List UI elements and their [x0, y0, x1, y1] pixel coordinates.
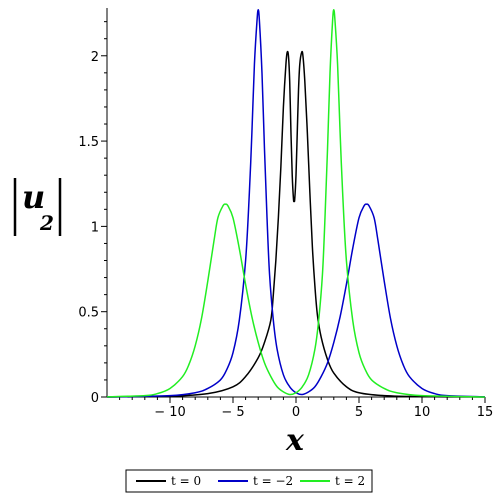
y-tick-label: 0	[91, 391, 99, 406]
series-line-1	[106, 8, 486, 398]
legend: t = 0 t = −2 t = 2	[125, 469, 373, 493]
plot-axes: − 10 − 5 0 5 10 15 0 0.5 1 1.5 2	[78, 8, 493, 420]
x-tick-label: 5	[355, 405, 363, 420]
legend-label-2: t = 2	[335, 474, 365, 488]
y-tick-label: 0.5	[78, 306, 99, 321]
plot-series-layer	[106, 8, 486, 398]
y-axis-label-subscript: 2	[39, 211, 54, 235]
y-axis-label-base: u	[22, 178, 45, 216]
y-tick-label: 1.5	[78, 135, 99, 150]
series-line-2	[106, 8, 486, 398]
y-axis-label: u 2	[13, 178, 62, 236]
x-tick-label: − 5	[221, 405, 244, 420]
x-tick-label: 10	[414, 405, 431, 420]
y-tick-label: 1	[91, 220, 99, 235]
legend-box	[125, 469, 373, 493]
x-tick-label: 15	[477, 405, 494, 420]
y-tick-label: 2	[91, 50, 99, 65]
series-line-0	[106, 50, 486, 398]
x-axis-label: x	[285, 423, 305, 458]
x-tick-label: − 10	[154, 405, 186, 420]
legend-label-1: t = −2	[253, 474, 293, 488]
x-tick-label: 0	[292, 405, 300, 420]
legend-label-0: t = 0	[171, 474, 201, 488]
